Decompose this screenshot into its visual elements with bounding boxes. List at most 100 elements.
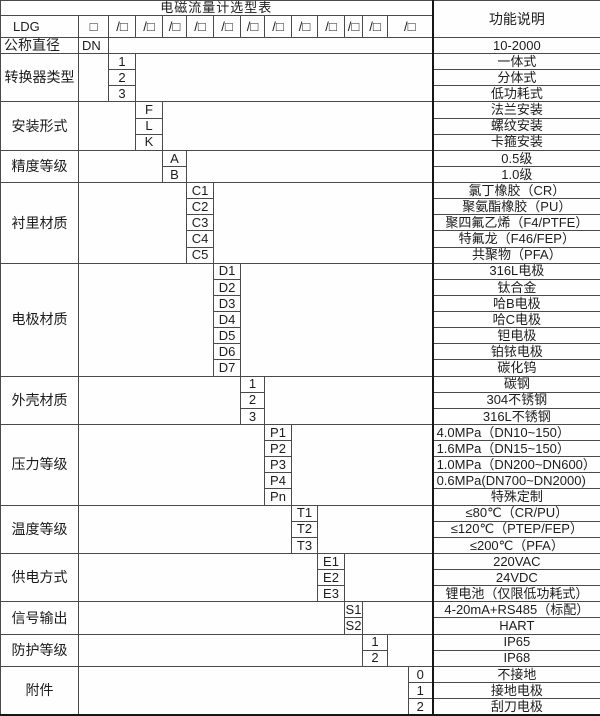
table-row: B 1.0级 [1,165,600,184]
function-column-header: 功能说明 [431,0,600,38]
code-cell: C4 [186,230,214,248]
code-cell: 0 [407,665,434,683]
table-row: 温度等级 T1 ≤80℃（CR/PU） [0,504,600,554]
code-cell-dn: DN [78,36,109,55]
group-label: 电极材质 [0,262,79,377]
function-cell: 接地电极 [431,681,600,700]
code-cell: S2 [344,617,363,635]
code-cell: 1 [362,633,388,651]
table-row: 3 316L不锈钢 [1,407,600,425]
code-cell: E2 [317,569,345,587]
code-cell: E1 [317,552,345,571]
function-cell: 220VAC [431,552,600,571]
code-cell: 2 [108,69,136,87]
code-cell: E3 [317,585,345,603]
spacer-cell [185,149,434,184]
code-cell: C5 [186,246,214,264]
function-cell: 24VDC [431,569,600,587]
function-cell: 1.0级 [431,165,600,184]
code-cell: T2 [291,520,318,538]
spacer-cell [78,633,363,667]
function-cell: 卡箍安装 [431,133,600,151]
code-cell: L [135,117,163,135]
table-row: S2 HART [1,617,600,635]
code-cell: C2 [186,198,214,216]
code-cell: K [135,133,163,151]
function-cell: 特氟龙（F46/FEP） [431,230,600,248]
spacer-cell [78,262,214,377]
table-row: E2 24VDC [1,569,600,587]
table-row: P4 0.6MPa(DN700~DN2000) [1,472,600,490]
function-cell: 低功耗式 [431,85,600,103]
function-cell: 特殊定制 [431,488,600,506]
code-cell: D2 [213,278,241,296]
spacer-cell [78,149,163,184]
table-row: P2 1.6MPa（DN15~150） [1,440,600,458]
code-cell: 2 [362,649,388,667]
spacer-cell [78,552,318,603]
code-cell: Pn [264,488,292,506]
table-row: 电极材质 D1 316L电极 [0,262,600,377]
function-cell: IP65 [431,633,600,651]
code-cell: D4 [213,311,241,329]
function-cell: 10-2000 [431,36,600,55]
group-label: 外壳材质 [0,375,79,425]
group-label: 精度等级 [0,149,79,184]
code-cell: F [135,101,163,119]
function-cell: 哈C电极 [431,311,600,329]
table-row: 防护等级 1 IP65 [0,633,600,667]
function-cell: HART [431,617,600,635]
model-code-slot: /□ [108,14,136,38]
group-label: 安装形式 [0,101,79,151]
group-label: 压力等级 [0,423,79,506]
function-cell: ≤200℃（PFA） [431,536,600,554]
code-cell: D6 [213,343,241,361]
table-row: 压力等级 P1 4.0MPa（DN10~150） [0,423,600,506]
function-cell: 分体式 [431,69,600,87]
model-code-slot: /□ [264,14,292,38]
table-row: C2 聚氨酯橡胶（PU） [1,198,600,216]
spacer-cell [78,53,109,103]
function-cell: 一体式 [431,53,600,71]
code-cell: P4 [264,472,292,490]
function-cell: 法兰安装 [431,101,600,119]
function-cell: 哈B电极 [431,294,600,313]
spacer-cell [134,53,434,103]
code-cell: 1 [407,681,434,700]
spacer-cell [161,101,434,151]
group-label: 防护等级 [0,633,79,667]
spacer-cell [386,633,434,667]
model-code-slot: /□ [317,14,345,38]
code-cell: 3 [240,407,265,425]
table-row: 外壳材质 1 碳钢 [0,375,600,425]
table-row: T3 ≤200℃（PFA） [1,536,600,554]
spacer-cell [78,101,136,151]
code-cell: P1 [264,423,292,442]
table-row: 附件 0 不接地 [0,665,600,716]
code-cell: T1 [291,504,318,522]
code-cell: 2 [407,698,434,716]
function-cell: 钽电极 [431,327,600,345]
code-cell: D3 [213,294,241,313]
spacer-cell [78,182,187,264]
spacer-cell [78,423,265,506]
spacer-cell [107,36,434,55]
code-cell: C1 [186,182,214,200]
function-cell: 螺纹安装 [431,117,600,135]
code-cell: C3 [186,214,214,232]
function-cell: 碳钢 [431,375,600,393]
model-box-slot: □ [78,14,109,38]
model-code-slot: /□ [291,14,318,38]
code-cell: D7 [213,359,241,377]
model-code-slot: /□ [386,14,434,38]
model-code-slot: /□ [362,14,388,38]
group-label: 温度等级 [0,504,79,554]
table-row: D6 铂铱电极 [1,343,600,361]
spacer-cell [361,601,434,635]
spacer-cell [78,504,292,554]
spacer-cell [212,182,434,264]
table-row: E3 锂电池（仅限低功耗式） [1,585,600,603]
code-cell: P2 [264,440,292,458]
table-row: 3 低功耗式 [1,85,600,103]
